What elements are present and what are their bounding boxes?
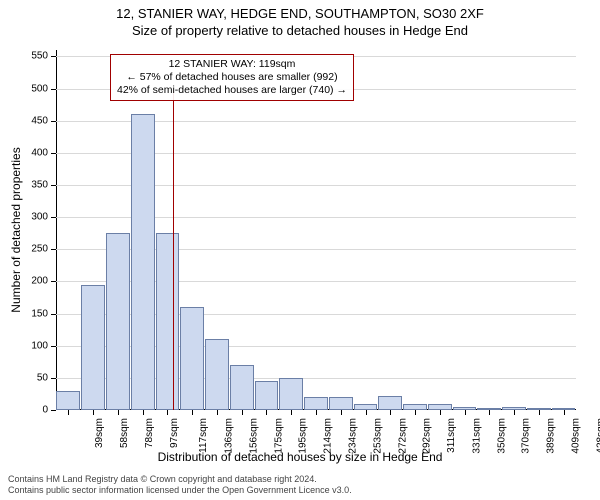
histogram-bar: [106, 233, 130, 410]
x-tick-mark: [93, 410, 94, 415]
x-tick-label: 292sqm: [422, 418, 433, 454]
x-tick-mark: [291, 410, 292, 415]
y-tick-label: 400: [18, 147, 48, 158]
y-tick-mark: [51, 217, 56, 218]
y-tick-mark: [51, 346, 56, 347]
histogram-bar: [81, 285, 105, 410]
y-tick-label: 50: [18, 372, 48, 383]
annotation-box: 12 STANIER WAY: 119sqm ← 57% of detached…: [110, 54, 354, 101]
footer-line1: Contains HM Land Registry data © Crown c…: [8, 474, 352, 485]
plot-region: 12 STANIER WAY: 119sqm ← 57% of detached…: [56, 50, 576, 410]
annotation-line1: 12 STANIER WAY: 119sqm: [117, 58, 347, 71]
y-tick-mark: [51, 153, 56, 154]
x-tick-mark: [415, 410, 416, 415]
y-tick-label: 500: [18, 83, 48, 94]
x-tick-label: 136sqm: [224, 418, 235, 454]
y-tick-mark: [51, 56, 56, 57]
y-tick-mark: [51, 314, 56, 315]
property-marker-line: [173, 90, 174, 410]
y-tick-label: 250: [18, 244, 48, 255]
histogram-bar: [304, 397, 328, 410]
x-tick-label: 331sqm: [471, 418, 482, 454]
chart-area: Number of detached properties 12 STANIER…: [56, 50, 576, 410]
x-tick-mark: [489, 410, 490, 415]
x-axis-label: Distribution of detached houses by size …: [158, 450, 443, 464]
annotation-line3: 42% of semi-detached houses are larger (…: [117, 84, 347, 97]
y-tick-mark: [51, 121, 56, 122]
x-tick-mark: [192, 410, 193, 415]
y-tick-mark: [51, 89, 56, 90]
histogram-bar: [255, 381, 279, 410]
y-tick-label: 450: [18, 115, 48, 126]
x-tick-label: 175sqm: [273, 418, 284, 454]
y-tick-label: 150: [18, 308, 48, 319]
x-tick-mark: [465, 410, 466, 415]
y-axis-label: Number of detached properties: [9, 147, 23, 312]
x-tick-label: 39sqm: [94, 418, 105, 448]
x-tick-mark: [366, 410, 367, 415]
x-tick-mark: [167, 410, 168, 415]
chart-subtitle: Size of property relative to detached ho…: [0, 21, 600, 38]
footer-line2: Contains public sector information licen…: [8, 485, 352, 496]
y-tick-mark: [51, 249, 56, 250]
x-tick-label: 234sqm: [348, 418, 359, 454]
x-tick-label: 78sqm: [144, 418, 155, 448]
x-tick-label: 97sqm: [169, 418, 180, 448]
x-tick-mark: [341, 410, 342, 415]
x-tick-label: 370sqm: [521, 418, 532, 454]
histogram-bar: [205, 339, 229, 410]
x-tick-mark: [217, 410, 218, 415]
x-tick-label: 389sqm: [546, 418, 557, 454]
y-tick-mark: [51, 378, 56, 379]
y-tick-mark: [51, 281, 56, 282]
x-tick-mark: [316, 410, 317, 415]
y-tick-mark: [51, 410, 56, 411]
x-tick-label: 311sqm: [446, 418, 457, 453]
annotation-line2: ← 57% of detached houses are smaller (99…: [117, 71, 347, 84]
x-tick-mark: [68, 410, 69, 415]
x-tick-mark: [564, 410, 565, 415]
x-tick-mark: [266, 410, 267, 415]
chart-title: 12, STANIER WAY, HEDGE END, SOUTHAMPTON,…: [0, 0, 600, 21]
histogram-bar: [156, 233, 180, 410]
footer: Contains HM Land Registry data © Crown c…: [8, 474, 352, 497]
histogram-bar: [279, 378, 303, 410]
y-tick-label: 550: [18, 51, 48, 62]
x-tick-label: 156sqm: [249, 418, 260, 454]
histogram-bar: [56, 391, 80, 410]
y-tick-label: 300: [18, 212, 48, 223]
x-tick-label: 117sqm: [198, 418, 209, 453]
chart-container: 12, STANIER WAY, HEDGE END, SOUTHAMPTON,…: [0, 0, 600, 500]
x-tick-label: 350sqm: [496, 418, 507, 454]
x-tick-mark: [390, 410, 391, 415]
histogram-bar: [230, 365, 254, 410]
x-tick-label: 58sqm: [119, 418, 130, 448]
x-tick-label: 253sqm: [372, 418, 383, 454]
x-tick-label: 214sqm: [323, 418, 334, 454]
x-tick-mark: [539, 410, 540, 415]
x-tick-label: 409sqm: [570, 418, 581, 454]
x-tick-label: 272sqm: [397, 418, 408, 454]
histogram-bar: [378, 396, 402, 410]
y-tick-label: 200: [18, 276, 48, 287]
x-tick-mark: [514, 410, 515, 415]
y-tick-label: 350: [18, 180, 48, 191]
histogram-bar: [329, 397, 353, 410]
x-tick-label: 428sqm: [595, 418, 600, 454]
y-tick-mark: [51, 185, 56, 186]
histogram-bar: [131, 114, 155, 410]
x-tick-mark: [242, 410, 243, 415]
x-tick-mark: [440, 410, 441, 415]
x-tick-mark: [143, 410, 144, 415]
x-tick-label: 195sqm: [298, 418, 309, 454]
histogram-bar: [180, 307, 204, 410]
y-tick-label: 0: [18, 405, 48, 416]
y-axis-line: [56, 50, 57, 410]
y-tick-label: 100: [18, 340, 48, 351]
x-tick-mark: [118, 410, 119, 415]
